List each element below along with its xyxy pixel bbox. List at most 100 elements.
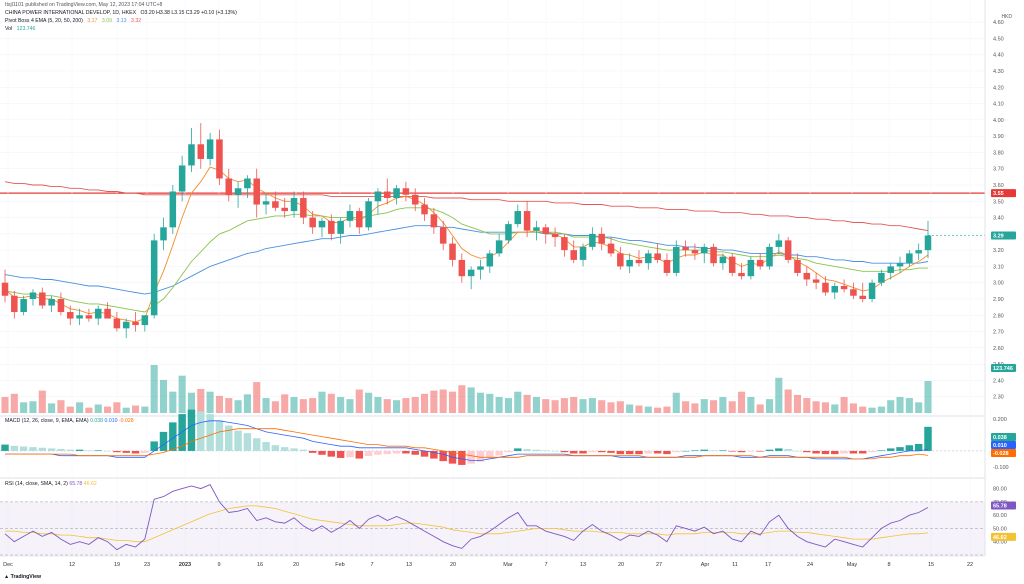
candle-body[interactable] (393, 188, 400, 199)
candle-body[interactable] (337, 220, 344, 234)
candle-body[interactable] (477, 266, 484, 270)
candle-body[interactable] (318, 220, 326, 228)
candle-body[interactable] (76, 315, 83, 319)
volume-legend[interactable]: Vol 123.746 (5, 26, 38, 32)
candle-body[interactable] (728, 256, 736, 273)
candle-body[interactable] (747, 259, 755, 277)
candle-body[interactable] (756, 259, 764, 267)
candle-body[interactable] (281, 207, 288, 212)
candle-body[interactable] (589, 233, 596, 247)
candle-body[interactable] (309, 217, 316, 228)
candle-body[interactable] (48, 299, 55, 306)
candle-body[interactable] (598, 233, 605, 244)
candle-body[interactable] (906, 253, 913, 264)
candle-body[interactable] (290, 198, 298, 212)
candle-body[interactable] (346, 211, 354, 221)
candle-body[interactable] (244, 178, 251, 189)
candle-body[interactable] (85, 315, 93, 319)
candle-body[interactable] (617, 253, 624, 267)
rsi-legend[interactable]: RSI (14, close, SMA, 14, 2) 65.78 46.62 (5, 481, 97, 487)
candle-body[interactable] (607, 243, 615, 254)
candle-body[interactable] (402, 188, 410, 195)
candle-body[interactable] (272, 201, 279, 208)
candle-body[interactable] (328, 220, 335, 234)
candle-body[interactable] (626, 259, 633, 267)
candle-body[interactable] (113, 318, 121, 329)
candlesticks[interactable] (1, 123, 932, 339)
candle-body[interactable] (374, 191, 382, 202)
candle-body[interactable] (160, 227, 167, 241)
candle-body[interactable] (887, 266, 894, 273)
candle-body[interactable] (39, 292, 46, 306)
candle-body[interactable] (216, 139, 223, 179)
candle-body[interactable] (533, 227, 540, 231)
candle-body[interactable] (411, 194, 419, 205)
candle-body[interactable] (691, 250, 699, 254)
candle-body[interactable] (673, 246, 680, 273)
candle-body[interactable] (840, 285, 848, 290)
candle-body[interactable] (11, 295, 18, 313)
candle-body[interactable] (356, 211, 363, 228)
tradingview-logo[interactable]: ▲ TradingView (4, 574, 42, 580)
candle-body[interactable] (924, 235, 932, 251)
rsi-pane[interactable] (0, 484, 985, 556)
candle-body[interactable] (505, 224, 512, 241)
candle-body[interactable] (150, 240, 158, 316)
candle-body[interactable] (234, 188, 242, 195)
candle-body[interactable] (775, 240, 783, 247)
candle-body[interactable] (635, 259, 643, 264)
candle-body[interactable] (514, 211, 522, 225)
candle-body[interactable] (225, 178, 233, 195)
candle-body[interactable] (822, 282, 829, 293)
candle-body[interactable] (1, 282, 9, 296)
candle-body[interactable] (20, 299, 27, 313)
candle-body[interactable] (719, 256, 727, 264)
candle-body[interactable] (766, 246, 773, 267)
candle-body[interactable] (803, 272, 811, 280)
candle-body[interactable] (197, 144, 205, 159)
candle-body[interactable] (542, 227, 550, 234)
candle-body[interactable] (94, 308, 102, 319)
candle-body[interactable] (682, 246, 689, 251)
macd-pane[interactable] (0, 409, 985, 465)
candle-body[interactable] (831, 285, 839, 293)
candle-body[interactable] (169, 191, 177, 228)
candle-body[interactable] (122, 321, 130, 329)
candle-body[interactable] (188, 144, 195, 166)
candle-body[interactable] (300, 198, 307, 218)
candle-body[interactable] (495, 240, 503, 254)
candle-body[interactable] (141, 315, 149, 326)
candle-body[interactable] (430, 214, 438, 228)
candle-body[interactable] (253, 178, 260, 205)
candle-body[interactable] (104, 308, 111, 319)
candle-body[interactable] (458, 259, 466, 277)
candle-body[interactable] (178, 165, 186, 192)
candle-body[interactable] (896, 263, 904, 267)
candle-body[interactable] (206, 139, 214, 159)
candle-body[interactable] (449, 243, 456, 260)
candle-body[interactable] (132, 321, 139, 326)
candle-body[interactable] (29, 292, 37, 299)
candle-body[interactable] (645, 253, 652, 264)
candle-body[interactable] (794, 259, 801, 273)
time-axis[interactable]: Dec 12 19 23 2023 9 16 20 Feb 7 13 20 Mar 7 13 20 27 Apr 1… (0, 555, 985, 568)
candle-body[interactable] (850, 289, 857, 296)
candle-body[interactable] (383, 191, 391, 199)
price-axis[interactable]: 2.302.402.502.602.702.802.903.003.103.20… (984, 0, 1016, 556)
candle-body[interactable] (654, 253, 661, 260)
candle-body[interactable] (57, 299, 65, 313)
candle-body[interactable] (868, 282, 876, 299)
candle-body[interactable] (551, 233, 559, 238)
candle-body[interactable] (421, 204, 428, 215)
symbol-name[interactable]: CHINA POWER INTERNATIONAL DEVELOP, 1D, H… (5, 10, 137, 16)
candle-body[interactable] (859, 295, 867, 299)
candle-body[interactable] (439, 227, 447, 244)
candle-body[interactable] (915, 250, 922, 254)
candle-body[interactable] (663, 259, 671, 273)
candle-body[interactable] (561, 237, 568, 251)
candle-body[interactable] (523, 211, 531, 231)
candle-body[interactable] (486, 253, 494, 267)
candle-body[interactable] (570, 250, 577, 260)
candle-body[interactable] (710, 246, 717, 264)
